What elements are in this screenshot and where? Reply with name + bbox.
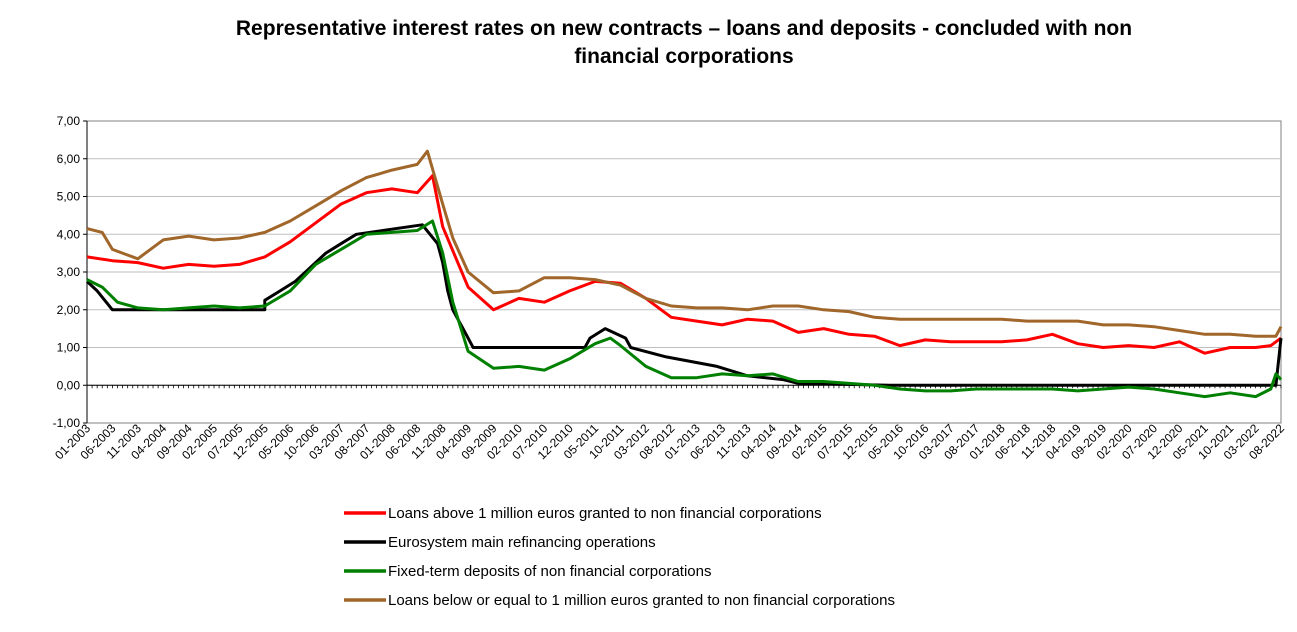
y-tick-label: -1,00 <box>53 416 81 430</box>
legend-label-1: Loans above 1 million euros granted to n… <box>388 505 822 522</box>
legend: Loans above 1 million euros granted to n… <box>344 505 895 609</box>
y-tick-label: 3,00 <box>57 265 81 279</box>
y-axis: -1,00 0,00 1,00 2,00 3,00 4,00 5,00 6,00 7,00 <box>53 114 88 430</box>
chart-title-line1: Representative interest rates on new con… <box>236 17 1132 40</box>
legend-label-4: Loans below or equal to 1 million euros … <box>388 592 895 609</box>
y-tick-label: 5,00 <box>57 190 81 204</box>
y-tick-label: 2,00 <box>57 303 81 317</box>
y-tick-label: 1,00 <box>57 341 81 355</box>
y-tick-label: 4,00 <box>57 227 81 241</box>
series-line-4 <box>86 149 1283 338</box>
legend-label-2: Eurosystem main refinancing operations <box>388 534 656 551</box>
series-line-1 <box>86 174 1282 355</box>
series-line-2 <box>85 223 1283 387</box>
y-tick-label: 6,00 <box>57 152 81 166</box>
series-line-3 <box>86 219 1283 399</box>
series-lines <box>85 149 1283 399</box>
y-tick-label: 7,00 <box>57 114 81 128</box>
legend-label-3: Fixed-term deposits of non financial cor… <box>388 563 712 580</box>
y-tick-label: 0,00 <box>57 378 81 392</box>
chart-title-line2: financial corporations <box>574 45 793 68</box>
